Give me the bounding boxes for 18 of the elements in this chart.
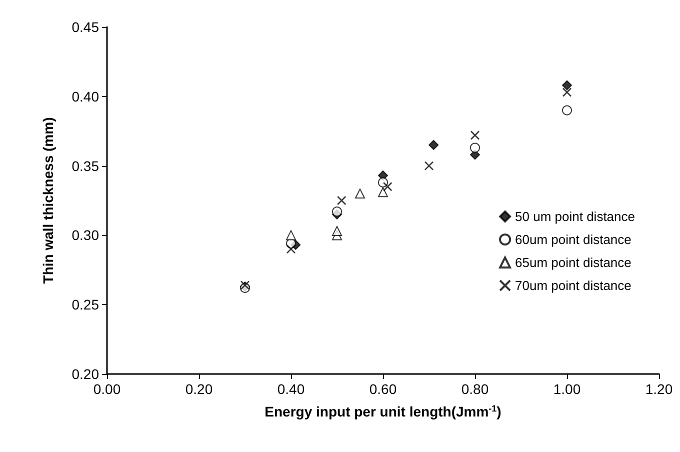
x-tick-label: 1.00	[553, 381, 581, 397]
x-tick-label: 0.60	[369, 381, 397, 397]
y-tick-label: 0.35	[72, 158, 100, 174]
y-axis-title: Thin wall thickness (mm)	[40, 117, 56, 284]
legend-label: 65um point distance	[515, 255, 632, 270]
x-tick-label: 0.80	[461, 381, 489, 397]
y-tick-label: 0.25	[72, 296, 100, 313]
legend-label: 70um point distance	[515, 278, 632, 293]
x-tick-label: 0.40	[277, 381, 305, 397]
x-tick-label: 0.20	[185, 381, 213, 397]
y-tick-label: 0.45	[72, 19, 100, 35]
y-tick-label: 0.40	[72, 88, 100, 104]
legend-label: 50 um point distance	[515, 209, 636, 224]
x-tick-label: 1.20	[645, 381, 673, 397]
legend-label: 60um point distance	[515, 232, 632, 247]
x-tick-label: 0.00	[93, 381, 121, 397]
y-tick-label: 0.20	[72, 366, 100, 382]
y-tick-label: 0.30	[72, 227, 100, 244]
